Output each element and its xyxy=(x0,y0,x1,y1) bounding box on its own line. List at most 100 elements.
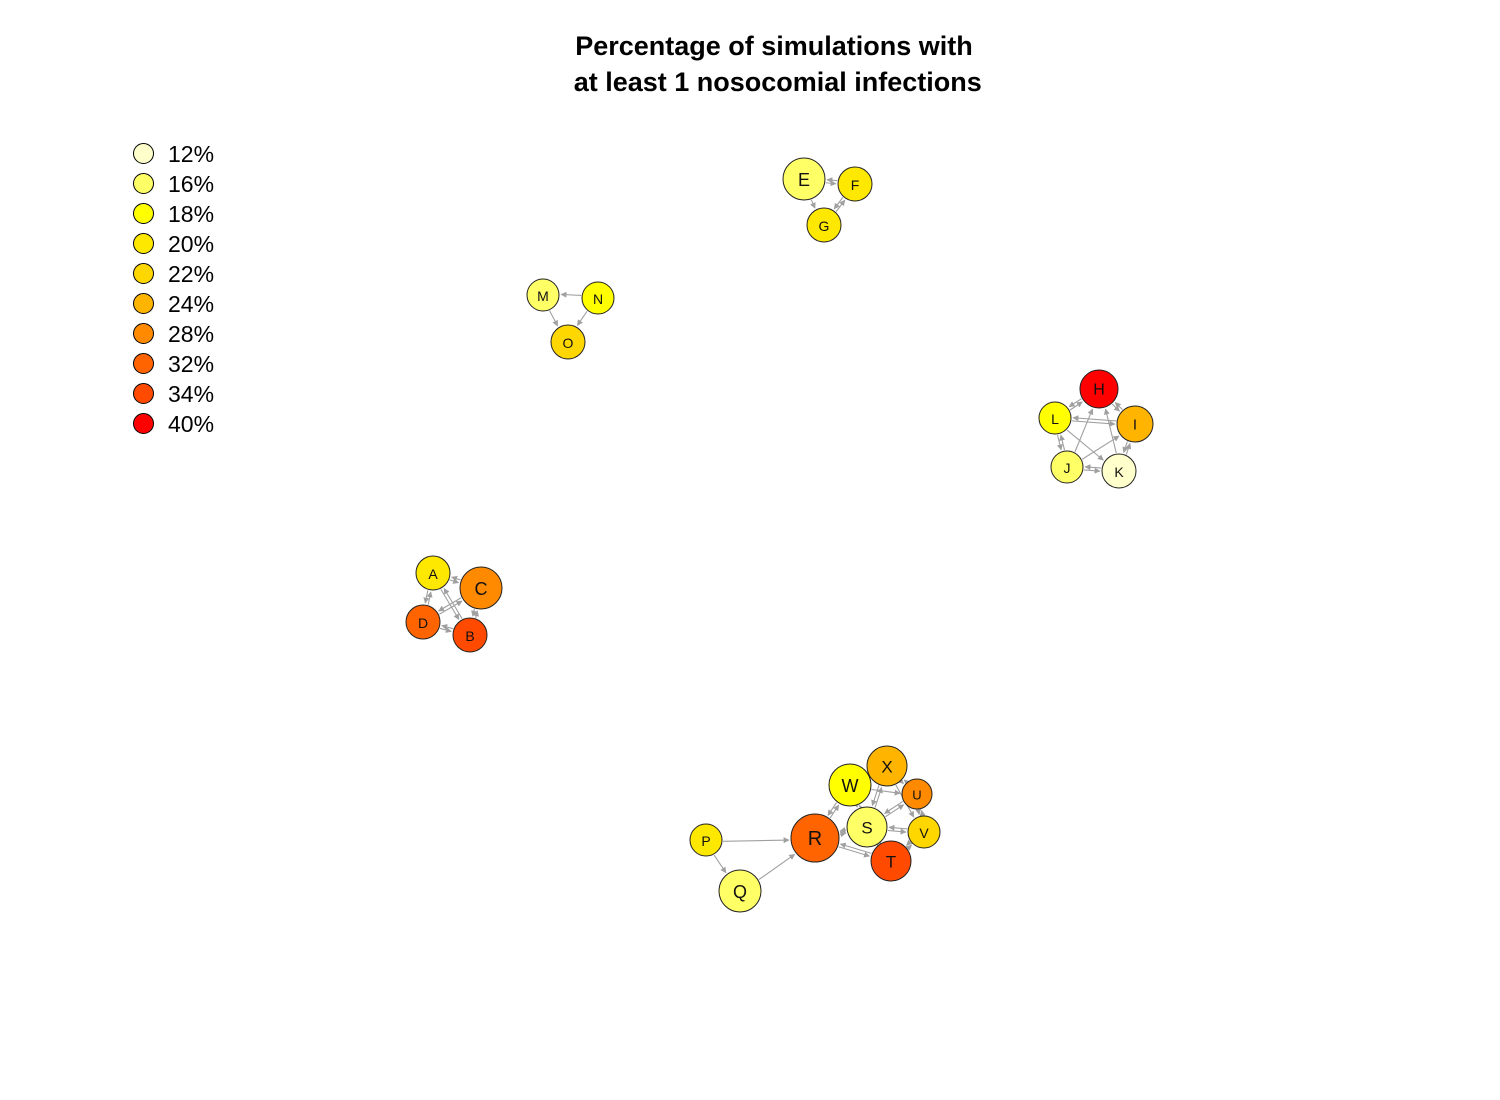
node-circle xyxy=(837,166,873,202)
edge-I-H xyxy=(1114,402,1123,411)
node-circle xyxy=(828,763,872,807)
edges xyxy=(423,177,1132,881)
node-N: N xyxy=(581,281,615,315)
node-U: U xyxy=(901,778,933,810)
chart-title: Percentage of simulations with at least … xyxy=(0,28,1500,100)
node-circle xyxy=(1116,405,1154,443)
edge-T-R xyxy=(839,842,872,854)
edge-H-L xyxy=(1068,398,1082,408)
node-label: V xyxy=(919,825,929,841)
node-label: J xyxy=(1064,460,1071,476)
title-line-2: at least 1 nosocomial infections xyxy=(566,67,982,97)
node-label: K xyxy=(1114,464,1124,480)
node-label: M xyxy=(537,288,549,304)
edge-W-U xyxy=(871,788,901,796)
node-label: F xyxy=(851,177,860,193)
node-I: I xyxy=(1116,405,1154,443)
node-K: K xyxy=(1101,453,1137,489)
legend-label: 18% xyxy=(168,201,215,227)
legend-label: 16% xyxy=(168,171,215,197)
edge-A-D xyxy=(423,590,430,604)
node-label: N xyxy=(593,291,603,307)
node-label: S xyxy=(861,819,872,838)
edge-J-L xyxy=(1059,434,1066,451)
edge-D-B xyxy=(439,627,452,633)
legend-label: 20% xyxy=(168,231,215,257)
node-C: C xyxy=(459,566,503,610)
edge-X-U xyxy=(897,777,904,784)
node-label: X xyxy=(881,758,892,777)
node-label: Q xyxy=(733,882,747,902)
node-circle xyxy=(1038,401,1072,435)
legend-swatch xyxy=(133,353,154,374)
edge-L-I xyxy=(1071,420,1116,427)
edge-V-U xyxy=(919,809,926,817)
edge-M-O xyxy=(549,310,559,327)
edge-P-Q xyxy=(713,854,727,874)
edge-R-W xyxy=(829,804,840,819)
node-W: W xyxy=(828,763,872,807)
node-label: G xyxy=(819,218,830,234)
edge-U-V xyxy=(915,808,922,816)
edge-K-H xyxy=(1103,408,1117,454)
node-G: G xyxy=(806,207,842,243)
edge-P-R xyxy=(723,837,790,844)
edge-D-A xyxy=(426,591,433,605)
edge-X-S xyxy=(871,785,880,807)
node-R: R xyxy=(790,813,840,863)
node-circle xyxy=(846,806,888,848)
node-J: J xyxy=(1050,450,1084,484)
edge-V-S xyxy=(888,824,908,831)
edge-T-V xyxy=(905,844,912,851)
edge-W-R xyxy=(827,802,838,816)
edge-R-S xyxy=(839,831,847,838)
edge-B-A xyxy=(443,587,463,620)
node-S: S xyxy=(846,806,888,848)
node-circle xyxy=(907,815,941,849)
node-Q: Q xyxy=(718,869,762,913)
edge-C-B xyxy=(471,608,477,617)
node-P: P xyxy=(689,823,723,857)
edge-S-U xyxy=(885,804,905,818)
legend-swatch xyxy=(133,233,154,254)
edge-Q-R xyxy=(758,853,796,881)
legend-swatch xyxy=(133,413,154,434)
node-circle xyxy=(459,566,503,610)
legend-label: 34% xyxy=(168,381,215,407)
node-label: A xyxy=(428,566,438,582)
node-A: A xyxy=(415,555,451,591)
node-circle xyxy=(866,745,908,787)
node-label: D xyxy=(418,615,428,631)
node-V: V xyxy=(907,815,941,849)
edge-U-X xyxy=(903,779,911,786)
edge-L-K xyxy=(1066,429,1104,461)
edge-V-T xyxy=(906,839,913,846)
legend-swatch xyxy=(133,173,154,194)
node-label: L xyxy=(1051,411,1059,427)
edge-J-K xyxy=(1083,467,1101,474)
node-T: T xyxy=(870,840,912,882)
legend-swatch xyxy=(133,323,154,344)
legend-swatch xyxy=(133,263,154,284)
legend-label: 40% xyxy=(168,411,215,437)
node-label: R xyxy=(808,828,822,850)
node-label: I xyxy=(1133,417,1137,434)
legend-swatch xyxy=(133,203,154,224)
node-label: B xyxy=(465,628,474,644)
node-label: H xyxy=(1093,382,1105,399)
node-O: O xyxy=(550,324,586,360)
edge-J-I xyxy=(1081,435,1120,460)
legend-label: 32% xyxy=(168,351,215,377)
edge-S-V xyxy=(887,828,907,835)
node-B: B xyxy=(452,617,488,653)
node-circle xyxy=(782,157,826,201)
edge-B-C xyxy=(473,610,480,618)
node-X: X xyxy=(866,745,908,787)
node-circle xyxy=(689,823,723,857)
legend-label: 24% xyxy=(168,291,215,317)
edge-E-F xyxy=(825,180,837,187)
legend-label: 22% xyxy=(168,261,215,287)
edge-N-M xyxy=(560,291,582,298)
edge-F-E xyxy=(826,177,838,184)
